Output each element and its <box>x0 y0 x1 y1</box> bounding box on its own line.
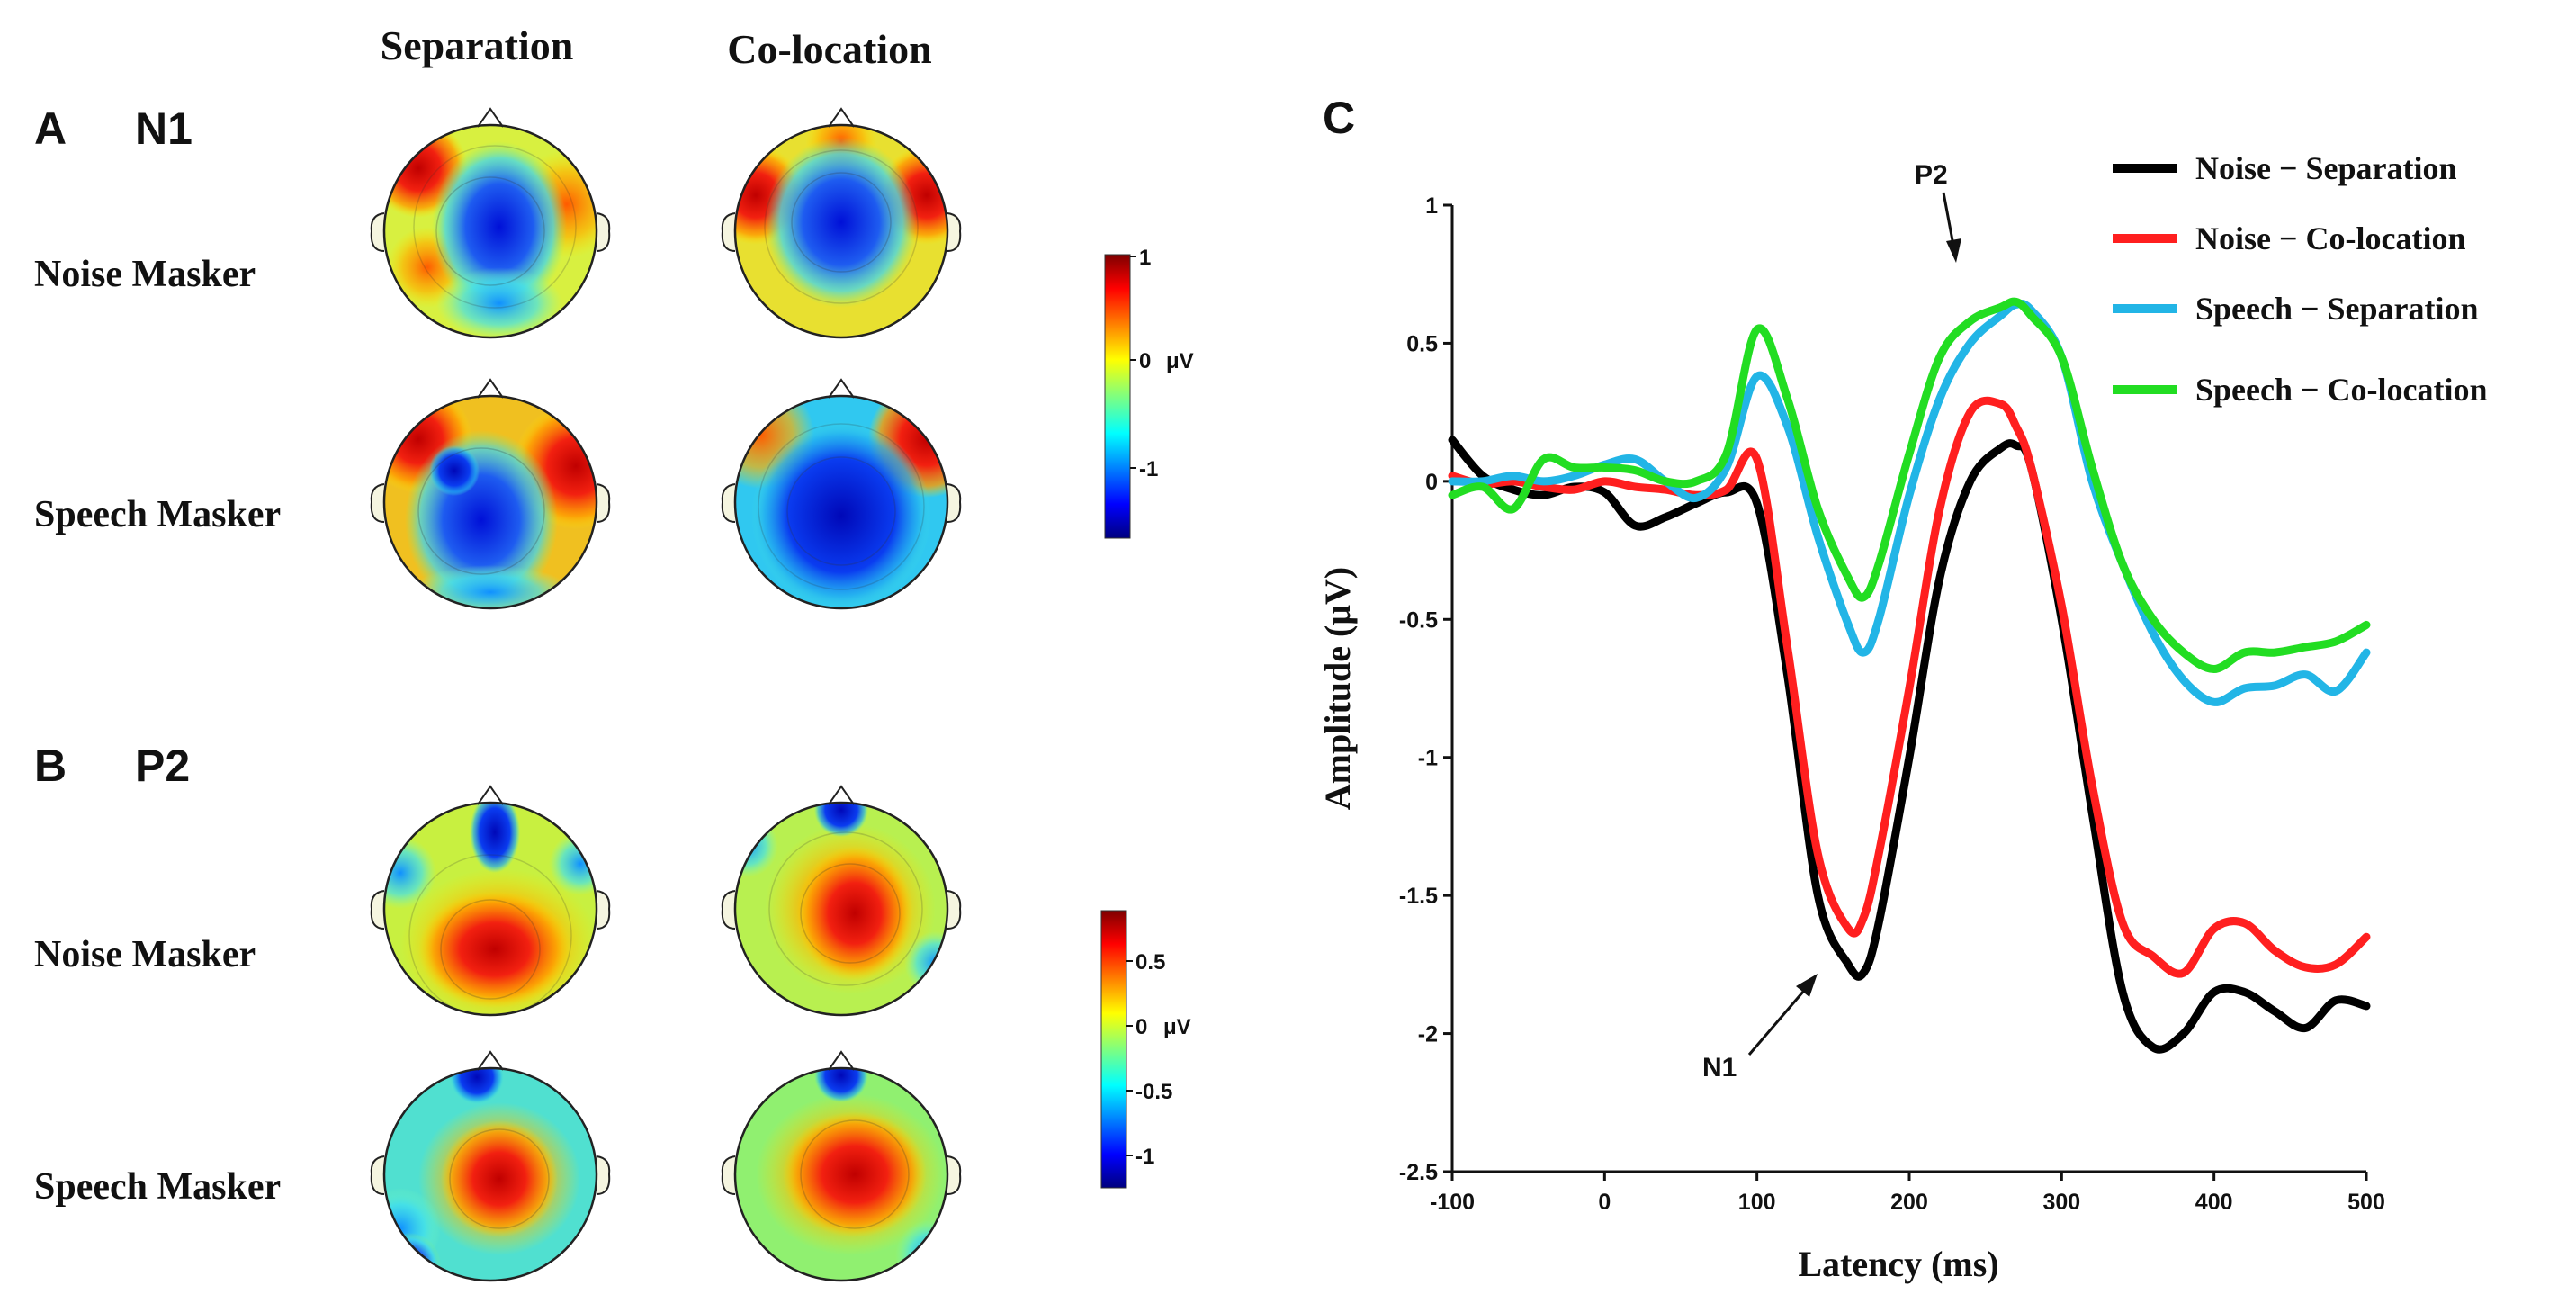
panel-c-letter: C <box>1323 93 1355 143</box>
annotation-p2-label: P2 <box>1915 160 1948 190</box>
panel-b-component: P2 <box>135 741 190 791</box>
legend-item-speech-separation: Speech − Separation <box>2113 291 2479 327</box>
colorbar-p2-unit: μV <box>1163 1015 1191 1039</box>
x-tick-label: -100 <box>1430 1190 1475 1215</box>
row-label-speech-masker-n1: Speech Masker <box>34 494 281 535</box>
legend-label-noise-separation: Noise − Separation <box>2195 150 2457 186</box>
colorbar-p2-tick-0.5: 0.5 <box>1135 950 1165 975</box>
y-tick-label: 1 <box>1425 193 1438 219</box>
topomap-p2-noise-separation <box>370 785 611 1017</box>
series-line-noise-separation <box>1448 436 2371 1054</box>
column-header-co-location: Co-location <box>727 26 931 72</box>
y-tick-label: 0 <box>1425 470 1438 495</box>
y-tick-label: -1.5 <box>1399 884 1438 909</box>
topomap-n1-speech-separation <box>370 378 611 610</box>
x-tick-label: 400 <box>2195 1190 2233 1215</box>
erp-line-chart: 1 0.5 0 -0.5 -1 -1.5 -2 -2.5 -100 0 100 200 300 400 5… <box>1317 150 2488 1284</box>
colorbar-p2: 0.5 0 μV -0.5 -1 <box>1100 910 1191 1189</box>
x-tick-label: 100 <box>1738 1190 1776 1215</box>
topomap-p2-speech-separation <box>370 1050 611 1282</box>
topomap-p2-speech-co-location <box>721 1050 962 1282</box>
y-tick-label: -2.5 <box>1399 1160 1438 1185</box>
legend-item-noise-separation: Noise − Separation <box>2113 150 2457 186</box>
legend-label-speech-co-location: Speech − Co-location <box>2195 372 2488 408</box>
x-tick-label: 300 <box>2042 1190 2080 1215</box>
column-header-separation: Separation <box>381 22 574 68</box>
series-line-speech-separation <box>1448 299 2371 706</box>
legend-item-noise-co-location: Noise − Co-location <box>2113 220 2465 256</box>
topomap-n1-noise-co-location <box>721 107 962 339</box>
series-line-speech-co-location <box>1448 297 2371 673</box>
topomap-n1-noise-separation <box>370 107 611 339</box>
y-tick-label: -1 <box>1418 746 1438 771</box>
row-label-noise-masker-n1: Noise Masker <box>34 254 256 295</box>
panel-a-letter: A <box>34 103 67 154</box>
colorbar-n1: 1 0 μV -1 <box>1104 246 1194 539</box>
y-tick-label: 0.5 <box>1406 331 1438 356</box>
topomap-n1-speech-co-location <box>721 378 962 610</box>
y-axis-label: Amplitude (μV) <box>1317 567 1358 810</box>
topomap-p2-noise-co-location <box>721 785 962 1017</box>
y-tick-label: -0.5 <box>1399 607 1438 633</box>
colorbar-n1-tick-neg1: -1 <box>1139 457 1158 481</box>
panel-b-letter: B <box>34 741 67 791</box>
annotation-p2: P2 <box>1915 160 1961 263</box>
x-axis-label: Latency (ms) <box>1798 1244 1998 1284</box>
legend-label-speech-separation: Speech − Separation <box>2195 291 2479 327</box>
panel-a-component: N1 <box>135 103 193 154</box>
x-tick-label: 0 <box>1598 1190 1611 1215</box>
row-label-speech-masker-p2: Speech Masker <box>34 1166 281 1208</box>
chart-legend: Noise − Separation Noise − Co-location S… <box>2113 150 2488 408</box>
legend-label-noise-co-location: Noise − Co-location <box>2195 220 2465 256</box>
series-line-noise-co-location <box>1448 396 2371 978</box>
colorbar-n1-tick-0: 0 <box>1139 349 1151 373</box>
annotation-n1: N1 <box>1702 974 1818 1083</box>
annotation-n1-label: N1 <box>1702 1053 1737 1083</box>
x-tick-label: 200 <box>1890 1190 1928 1215</box>
x-tick-label: 500 <box>2347 1190 2385 1215</box>
legend-item-speech-co-location: Speech − Co-location <box>2113 372 2488 408</box>
colorbar-p2-tick-neg1: -1 <box>1135 1145 1154 1169</box>
colorbar-p2-tick-0: 0 <box>1135 1015 1147 1039</box>
colorbar-n1-unit: μV <box>1166 349 1194 373</box>
row-label-noise-masker-p2: Noise Masker <box>34 934 256 975</box>
colorbar-n1-tick-1: 1 <box>1139 246 1151 270</box>
colorbar-p2-tick-neg0.5: -0.5 <box>1135 1080 1172 1104</box>
y-tick-label: -2 <box>1418 1022 1438 1047</box>
